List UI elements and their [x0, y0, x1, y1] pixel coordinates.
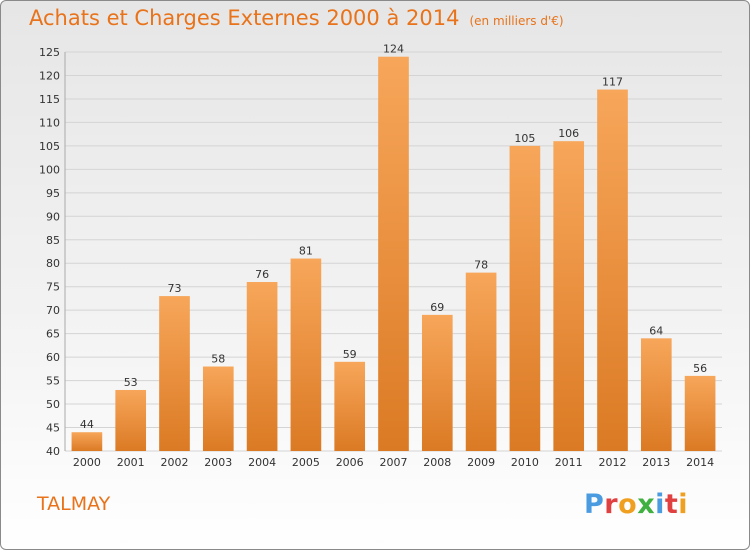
y-tick-label: 120	[39, 69, 60, 82]
y-tick-label: 115	[39, 93, 60, 106]
bar-value-label: 44	[80, 418, 94, 431]
x-tick-label: 2006	[336, 456, 364, 469]
bar-value-label: 106	[558, 127, 579, 140]
bar	[465, 272, 497, 451]
x-tick-label: 2010	[511, 456, 539, 469]
x-tick-label: 2004	[248, 456, 276, 469]
chart-title: Achats et Charges Externes 2000 à 2014 (e…	[29, 6, 564, 30]
proxiti-logo[interactable]: Proxiti	[584, 489, 688, 520]
y-tick-label: 105	[39, 140, 60, 153]
logo-letter: i	[678, 489, 689, 520]
chart-subtitle: (en milliers d'€)	[469, 14, 564, 28]
bar	[290, 258, 322, 451]
y-tick-label: 100	[39, 163, 60, 176]
bar-value-label: 76	[255, 268, 269, 281]
bar	[202, 366, 234, 451]
y-tick-label: 60	[46, 351, 60, 364]
bar-value-label: 78	[474, 259, 488, 272]
y-tick-label: 125	[39, 46, 60, 59]
y-tick-label: 55	[46, 375, 60, 388]
bar	[115, 389, 147, 451]
bar	[684, 375, 716, 451]
commune-name: TALMAY	[37, 493, 111, 515]
logo-letter: r	[604, 489, 619, 520]
bar-value-label: 59	[343, 348, 357, 361]
y-tick-label: 65	[46, 328, 60, 341]
bar-value-label: 124	[383, 43, 404, 56]
bar-value-label: 64	[649, 324, 663, 337]
bars	[71, 56, 716, 451]
bar	[421, 314, 453, 451]
bar-value-label: 117	[602, 76, 623, 89]
bar	[378, 56, 409, 451]
bar	[553, 141, 585, 451]
bar	[640, 338, 672, 451]
bar	[509, 145, 541, 451]
x-tick-label: 2002	[161, 456, 189, 469]
y-tick-label: 95	[46, 187, 60, 200]
x-tick-label: 2007	[380, 456, 408, 469]
x-tick-label: 2005	[292, 456, 320, 469]
y-tick-label: 75	[46, 281, 60, 294]
logo-letter: x	[637, 489, 656, 520]
bar	[597, 89, 628, 451]
logo-letter: o	[618, 489, 638, 520]
bar-value-label: 56	[693, 362, 707, 375]
x-tick-label: 2013	[642, 456, 670, 469]
data-labels: 44 53 73 58 76 81 59 124 69 78 105 106 117 64 56	[80, 43, 707, 432]
logo-letter: P	[584, 489, 605, 520]
logo-letter: t	[664, 489, 679, 520]
bar-value-label: 58	[211, 353, 225, 366]
x-tick-label: 2012	[599, 456, 627, 469]
y-tick-label: 45	[46, 422, 60, 435]
y-tick-label: 50	[46, 398, 60, 411]
bar	[71, 432, 103, 451]
bar	[334, 361, 366, 451]
y-tick-label: 70	[46, 304, 60, 317]
y-tick-label: 40	[46, 445, 60, 458]
bar-value-label: 53	[124, 376, 138, 389]
bar	[246, 282, 278, 451]
bar	[159, 296, 190, 451]
bar-value-label: 81	[299, 245, 313, 258]
y-tick-label: 90	[46, 210, 60, 223]
x-tick-label: 2009	[467, 456, 495, 469]
x-tick-label: 2014	[686, 456, 714, 469]
bar-value-label: 105	[514, 132, 535, 145]
logo-letter: i	[655, 489, 665, 520]
y-tick-label: 80	[46, 257, 60, 270]
x-tick-label: 2001	[117, 456, 145, 469]
y-axis: 40 45 50 55 60 65 70 75 80 85 90 95 100 105 110 115 120 1…	[39, 46, 66, 458]
chart-title-text: Achats et Charges Externes 2000 à 2014	[29, 6, 460, 30]
x-tick-label: 2011	[555, 456, 583, 469]
y-tick-label: 85	[46, 234, 60, 247]
bar-value-label: 73	[168, 282, 182, 295]
x-axis: 2000 2001 2002 2003 2004 2005 2006 2007 2008 2009…	[73, 456, 714, 469]
x-tick-label: 2008	[423, 456, 451, 469]
x-tick-label: 2000	[73, 456, 101, 469]
x-tick-label: 2003	[204, 456, 232, 469]
bar-value-label: 69	[430, 301, 444, 314]
y-tick-label: 110	[39, 116, 60, 129]
